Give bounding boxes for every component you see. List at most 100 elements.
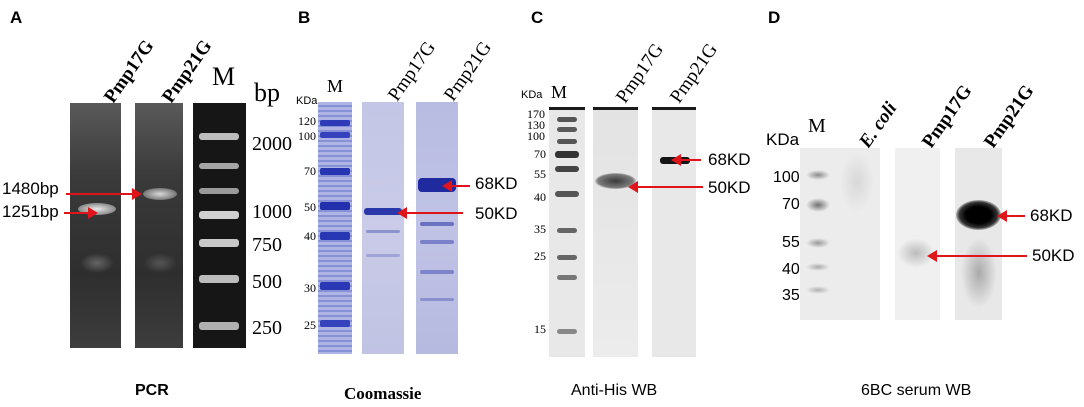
panel-d-annotation-68kd: 68KD	[1030, 206, 1073, 225]
panel-a-tick: 2000	[252, 133, 292, 155]
panel-a-arrow-1480bp	[66, 188, 142, 200]
panel-b-annotation-68kd: 68KD	[475, 174, 518, 193]
panel-b-arrow-50kd	[397, 207, 463, 219]
panel-c-gel-lane-pmp17g	[593, 107, 638, 357]
marker-band	[199, 163, 239, 169]
panel-c-annotation-68kd: 68KD	[708, 150, 751, 169]
panel-c-annotation-50kd: 50KD	[708, 178, 751, 197]
panel-d-arrow-50kd	[927, 250, 1027, 262]
panel-a-gel-lane-pmp21g	[135, 103, 183, 348]
marker-band	[199, 275, 239, 283]
marker-band	[555, 166, 579, 172]
panel-c-tick: 40	[534, 190, 546, 204]
panel-b-arrow-68kd	[442, 180, 470, 192]
panel-c-tick: 70	[534, 147, 546, 161]
marker-band	[806, 198, 830, 212]
marker-band	[806, 286, 830, 294]
panel-d-lane-label-m: M	[808, 115, 826, 137]
panel-a-lane-label-m: M	[212, 62, 236, 91]
panel-d-unit-label: KDa	[766, 130, 800, 149]
faint-band	[420, 240, 454, 244]
panel-b-annotation-50kd: 50KD	[475, 204, 518, 223]
panel-b-gel-lane-marker	[318, 102, 352, 354]
panel-d-lane-label-pmp17g: Pmp17G	[918, 81, 977, 153]
smear	[961, 238, 997, 308]
panel-d-tick: 55	[782, 234, 800, 251]
marker-band	[320, 168, 350, 175]
panel-d-gel-lane-pmp21g	[955, 148, 1002, 320]
ecoli-smear	[840, 152, 874, 212]
marker-band	[199, 322, 239, 330]
marker-band	[555, 191, 579, 197]
panel-b-letter: B	[298, 8, 311, 27]
panel-d-gel-lane-m-ecoli	[800, 148, 880, 320]
panel-c-arrow-68kd	[671, 154, 701, 166]
panel-a-smear	[80, 253, 114, 273]
marker-band	[557, 139, 577, 144]
marker-band	[199, 133, 239, 140]
panel-b-caption: Coomassie	[344, 384, 422, 403]
panel-c-lane-label-m: M	[551, 82, 568, 102]
panel-a-gel-lane-pmp17g	[70, 103, 121, 348]
panel-c-arrow-50kd	[628, 181, 703, 193]
panel-b-tick: 70	[304, 164, 316, 178]
panel-c-caption: Anti-His WB	[571, 382, 658, 399]
panel-d-band-68kd	[956, 200, 1001, 230]
marker-band	[557, 117, 577, 122]
panel-b-gel-lane-pmp21g	[416, 102, 458, 354]
faint-band	[420, 298, 454, 301]
marker-band	[806, 263, 830, 271]
marker-band	[557, 255, 577, 260]
panel-d-tick: 40	[782, 261, 800, 278]
marker-band	[199, 239, 239, 247]
panel-b-tick: 30	[304, 281, 316, 295]
panel-a-band-1480bp	[143, 188, 177, 200]
panel-a-annotation-1251bp: 1251bp	[2, 202, 59, 221]
panel-c-letter: C	[531, 8, 544, 27]
panel-a-tick: 750	[252, 234, 282, 256]
panel-d-lane-label-ecoli: E. coli	[855, 98, 902, 153]
panel-b-tick: 25	[304, 318, 316, 332]
panel-c-lane-label-pmp17g: Pmp17G	[612, 39, 668, 108]
panel-c-tick: 35	[534, 222, 546, 236]
panel-a-annotation-1480bp: 1480bp	[2, 179, 59, 198]
marker-band	[557, 228, 577, 233]
panel-c-lane-label-pmp21g: Pmp21G	[666, 39, 722, 108]
marker-band	[320, 202, 350, 210]
marker-band	[557, 127, 577, 132]
marker-band	[199, 211, 239, 219]
panel-d-letter: D	[768, 8, 781, 27]
panel-b-lane-label-pmp17g: Pmp17G	[384, 37, 440, 106]
panel-c-unit-label: KDa	[521, 89, 543, 101]
marker-band	[320, 232, 350, 240]
faint-band	[366, 230, 400, 233]
marker-band	[806, 238, 830, 248]
panel-a-letter: A	[10, 8, 23, 27]
faint-band	[420, 222, 454, 226]
panel-a-gel-lane-marker	[193, 103, 246, 348]
panel-b-band-50kd	[364, 208, 402, 215]
panel-a-tick: 1000	[252, 201, 292, 223]
panel-c-tick: 25	[534, 249, 546, 263]
marker-band	[806, 170, 830, 180]
panel-d-tick: 35	[782, 287, 800, 304]
panel-a-tick: 500	[252, 271, 282, 293]
panel-d-caption: 6BC serum WB	[861, 382, 972, 399]
panel-a-arrow-1251bp	[64, 207, 98, 219]
panel-b-lane-label-pmp21g: Pmp21G	[440, 37, 496, 106]
panel-a-unit-label: bp	[254, 78, 280, 107]
panel-b-tick: 100	[298, 129, 316, 143]
panel-b-tick: 50	[304, 200, 316, 214]
panel-b-tick: 120	[298, 114, 316, 128]
panel-b-unit-label: KDa	[296, 95, 318, 107]
panel-c-tick: 170	[527, 107, 545, 121]
panel-c-tick: 15	[534, 322, 546, 336]
marker-band	[555, 151, 579, 158]
panel-d-arrow-68kd	[997, 210, 1025, 222]
panel-d-tick: 100	[773, 169, 800, 186]
panel-c-tick: 100	[527, 129, 545, 143]
marker-band	[320, 320, 350, 327]
marker-band	[199, 188, 239, 194]
panel-b-tick: 40	[304, 229, 316, 243]
marker-band	[320, 120, 350, 126]
